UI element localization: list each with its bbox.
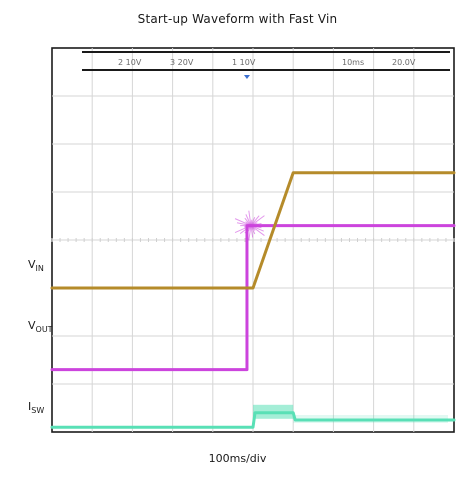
scope-grid: [51, 47, 455, 433]
isw-switching-band: [253, 404, 294, 419]
header-timebase: 10ms: [342, 58, 364, 67]
channel-label-vin: VIN: [28, 258, 44, 273]
x-axis-caption: 100ms/div: [208, 452, 267, 465]
vin-noise-burst: [248, 225, 252, 241]
header-ch1: 2 10V: [118, 58, 142, 67]
channel-label-isw-main: I: [28, 400, 32, 413]
vin-noise-burst: [234, 225, 252, 234]
vin-noise-burst: [250, 222, 262, 227]
vin-noise-burst: [248, 210, 252, 226]
trace-vin: [50, 224, 456, 372]
chart-title: Start-up Waveform with Fast Vin: [137, 12, 338, 26]
vin-noise-burst: [245, 214, 252, 226]
vin-noise-burst: [250, 225, 254, 238]
channel-label-vout: VOUT: [28, 319, 53, 334]
channel-label-isw: ISW: [28, 400, 44, 415]
scope-header: 2 10V 3 20V 1 10V 10ms 20.0V: [82, 51, 450, 79]
trace-vout: [50, 171, 456, 290]
header-ch3: 1 10V: [232, 58, 256, 67]
vin-noise-burst: [250, 225, 265, 236]
trigger-marker-icon: [243, 75, 250, 79]
channel-label-vout-sub: OUT: [35, 325, 53, 335]
channel-label-vin-sub: IN: [35, 264, 44, 274]
vin-noise-burst: [234, 218, 252, 227]
header-trigger: 20.0V: [392, 58, 416, 67]
vin-noise-burst: [250, 215, 265, 227]
channel-label-isw-sub: SW: [31, 406, 45, 416]
header-ch2: 3 20V: [170, 58, 194, 67]
scope-traces: [50, 171, 456, 429]
isw-ripple-band: [293, 415, 448, 423]
vin-noise-burst: [250, 215, 260, 226]
vin-noise-burst: [250, 225, 264, 232]
channel-label-vout-main: V: [28, 319, 36, 332]
channel-label-vin-main: V: [28, 258, 36, 271]
